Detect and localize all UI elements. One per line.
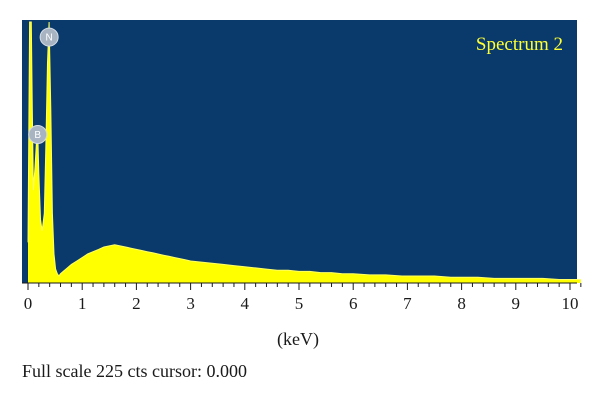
marker-n-label: N — [46, 33, 53, 44]
plot-area — [22, 20, 577, 283]
marker-n: N — [39, 27, 59, 47]
x-tick-label: 3 — [186, 294, 195, 313]
x-tick-label: 7 — [403, 294, 412, 313]
status-line: Full scale 225 cts cursor: 0.000 — [22, 361, 247, 382]
marker-b-label: B — [34, 130, 41, 141]
x-tick-label: 2 — [132, 294, 141, 313]
x-tick-label: 1 — [78, 294, 87, 313]
x-tick-label: 0 — [24, 294, 33, 313]
marker-n-circle — [39, 27, 59, 47]
x-axis: 0 1 2 3 4 5 6 7 8 9 10 — [22, 282, 582, 313]
spectrum-line — [27, 21, 581, 280]
x-tick-label: 6 — [349, 294, 358, 313]
chart-title: Spectrum 2 — [476, 34, 563, 55]
element-markers: NB — [28, 27, 59, 145]
marker-b-circle — [28, 125, 48, 145]
x-tick-label: 9 — [512, 294, 521, 313]
x-axis-label: (keV) — [277, 329, 319, 350]
x-tick-label: 5 — [295, 294, 304, 313]
x-tick-label: 4 — [241, 294, 250, 313]
marker-b: B — [28, 125, 48, 145]
cursor-readout: cursor: 0.000 — [151, 361, 247, 381]
x-tick-label: 10 — [562, 294, 579, 313]
x-tick-label: 8 — [457, 294, 466, 313]
full-scale-readout: Full scale 225 cts — [22, 361, 148, 381]
